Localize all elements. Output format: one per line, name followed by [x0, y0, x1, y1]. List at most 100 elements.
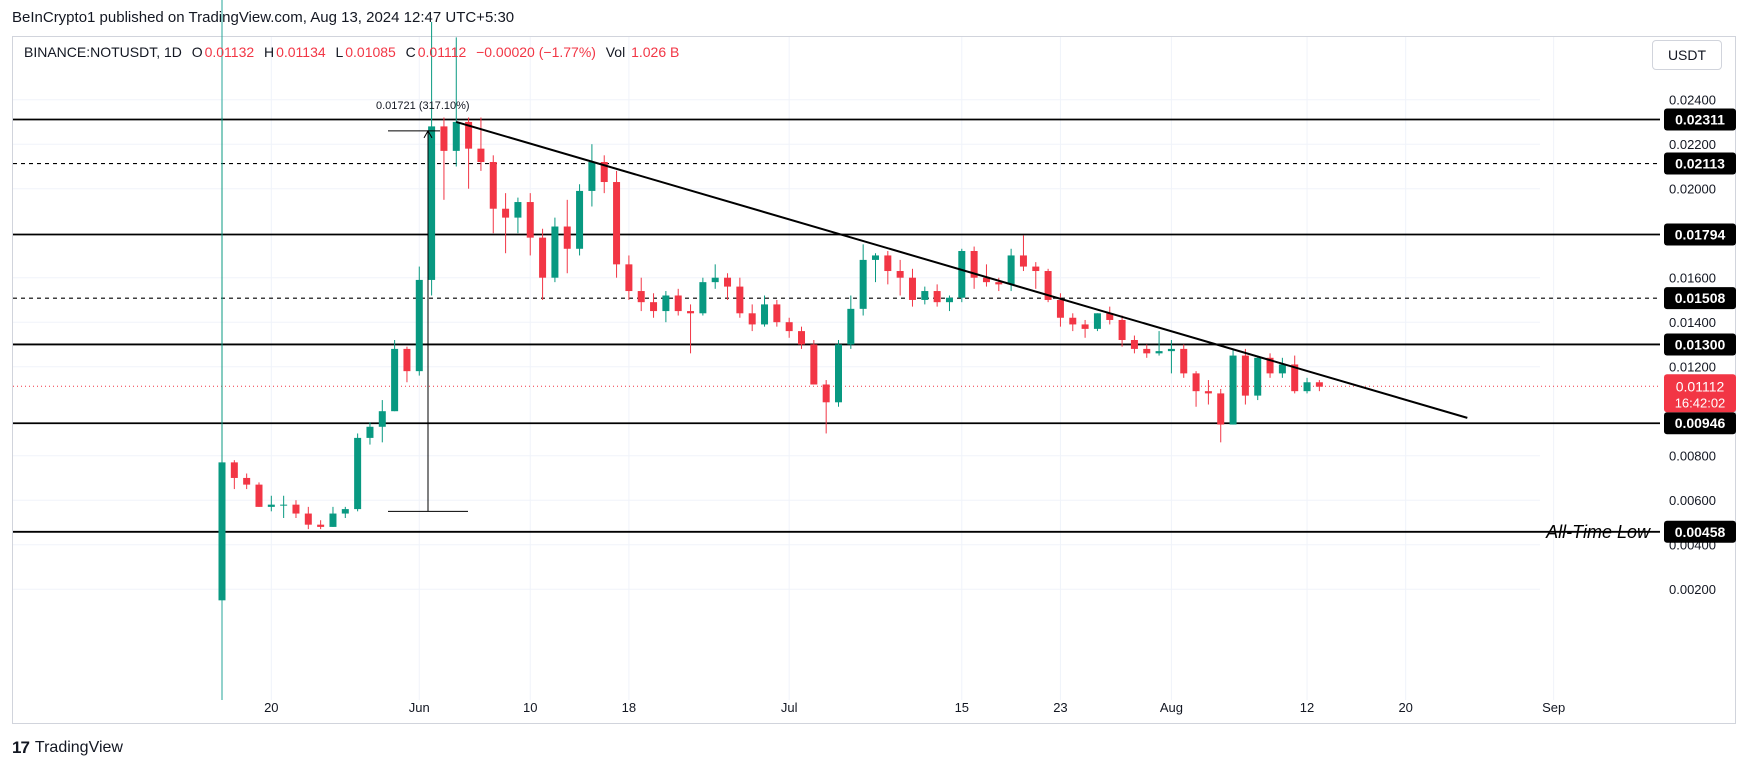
candle-up: [1167, 339, 1175, 374]
candle-down: [526, 193, 534, 256]
x-tick-label: Jun: [409, 700, 430, 715]
candle-body: [1180, 348, 1188, 374]
candle-up: [835, 339, 842, 407]
candle-down: [933, 284, 941, 307]
x-tick-label: 18: [622, 700, 636, 715]
y-tick-label: 0.02200: [1669, 137, 1716, 152]
candle-up: [280, 495, 288, 518]
candle-up: [428, 21, 436, 296]
candle-down: [1118, 315, 1126, 347]
level-badge: 0.00458: [1664, 520, 1736, 543]
candle-up: [1093, 313, 1101, 332]
candle-body: [847, 308, 855, 345]
legend-high: 0.01134: [276, 44, 326, 60]
candle-body: [391, 348, 399, 412]
candle-body: [896, 271, 904, 278]
candle-down: [1266, 353, 1274, 378]
candle-body: [785, 322, 793, 332]
candle-down: [255, 482, 263, 507]
candle-body: [1044, 271, 1052, 300]
level-badge-bg: [1664, 223, 1736, 246]
candle-down: [613, 170, 621, 278]
candle-body: [1143, 348, 1151, 354]
candle-up: [958, 248, 966, 303]
candle-body: [477, 148, 485, 162]
candle-body: [1130, 339, 1138, 349]
candle-body: [341, 509, 349, 514]
measure-label: 0.01721 (317.10%): [376, 100, 470, 112]
legend-low: 0.01085: [345, 44, 396, 60]
candle-body: [304, 513, 312, 525]
candle-body: [1303, 382, 1311, 392]
candle-body: [613, 182, 621, 265]
candle-down: [489, 155, 497, 234]
level-badge-label: 0.01300: [1675, 336, 1726, 352]
x-tick-label: Aug: [1160, 700, 1183, 715]
candle-body: [625, 264, 633, 292]
candle-down: [1106, 306, 1114, 325]
candle-body: [489, 161, 497, 209]
candle-down: [970, 246, 978, 289]
y-tick-label: 0.01200: [1669, 360, 1716, 375]
publisher-caption: BeInCrypto1 published on TradingView.com…: [12, 9, 515, 26]
candle-body: [637, 291, 645, 303]
candle-up: [391, 339, 399, 412]
candle-body: [798, 331, 806, 345]
candle-up: [859, 244, 867, 316]
candle-down: [982, 264, 990, 287]
candle-body: [378, 411, 386, 427]
candle-body: [970, 250, 978, 278]
candle-body: [329, 513, 337, 527]
legend-close: 0.01112: [417, 44, 467, 60]
level-badge-label: 0.02113: [1675, 156, 1725, 172]
tradingview-logo[interactable]: 17 TradingView: [12, 738, 123, 758]
level-badge: 0.00946: [1664, 412, 1736, 435]
candle-up: [761, 295, 769, 327]
candle-body: [514, 202, 522, 218]
candle-down: [908, 268, 916, 307]
candle-body: [1106, 313, 1114, 320]
candle-down: [798, 326, 806, 349]
candle-down: [884, 250, 892, 285]
candle-up: [576, 184, 584, 256]
candle-body: [908, 277, 916, 300]
candle-up: [1229, 348, 1237, 425]
legend-symbol[interactable]: BINANCE:NOTUSDT, 1D: [24, 44, 182, 60]
candle-body: [539, 237, 547, 278]
candle-body: [1155, 351, 1163, 354]
x-tick-label: 12: [1300, 700, 1314, 715]
candle-body: [1056, 299, 1064, 318]
candle-body: [551, 226, 559, 278]
candle-body: [699, 282, 707, 314]
candle-body: [810, 344, 818, 385]
candle-body: [280, 504, 288, 506]
candle-body: [1229, 355, 1237, 425]
candle-up: [711, 264, 719, 289]
candle-down: [304, 506, 312, 530]
candle-body: [662, 295, 670, 312]
candle-body: [884, 255, 892, 272]
currency-button[interactable]: USDT: [1652, 40, 1722, 70]
candle-up: [354, 433, 362, 512]
x-tick-label: 15: [955, 700, 969, 715]
candle-down: [1180, 344, 1188, 378]
candle-body: [859, 259, 867, 309]
candle-down: [1204, 380, 1212, 405]
candle-body: [1204, 391, 1212, 394]
candle-body: [1118, 319, 1126, 340]
legend-close-label: C: [405, 44, 416, 60]
candle-down: [785, 317, 793, 338]
candle-down: [650, 293, 658, 318]
candle-body: [945, 297, 953, 303]
candle-down: [502, 193, 510, 254]
candle-down: [1032, 262, 1040, 289]
candle-up: [267, 495, 275, 512]
candle-down: [674, 288, 682, 316]
y-tick-label: 0.02000: [1669, 182, 1716, 197]
candle-up: [945, 295, 953, 312]
candle-down: [736, 277, 744, 318]
level-badge-bg: [1664, 152, 1736, 175]
level-badge: 0.02113: [1664, 152, 1736, 175]
